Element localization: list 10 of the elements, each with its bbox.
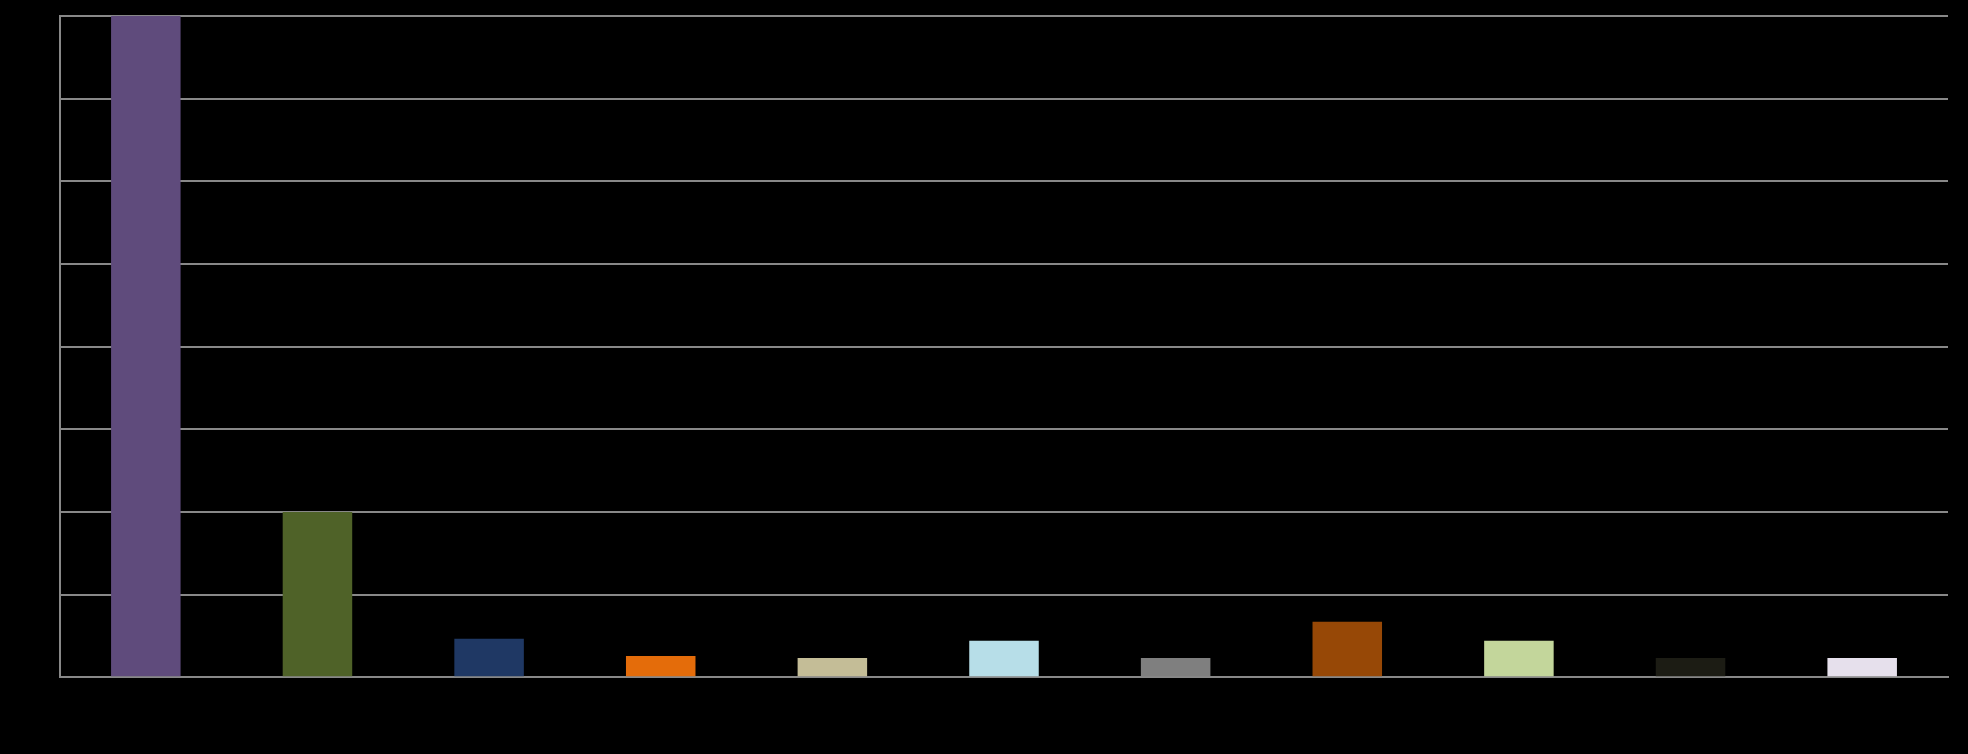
bar bbox=[1827, 658, 1897, 677]
bar bbox=[625, 656, 696, 677]
bar bbox=[1484, 640, 1554, 677]
bar bbox=[797, 658, 868, 677]
bar bbox=[111, 16, 181, 677]
bar bbox=[282, 511, 353, 677]
bar bbox=[1655, 658, 1726, 677]
bar bbox=[969, 640, 1039, 677]
bar bbox=[1312, 621, 1383, 677]
bar bbox=[454, 638, 524, 677]
